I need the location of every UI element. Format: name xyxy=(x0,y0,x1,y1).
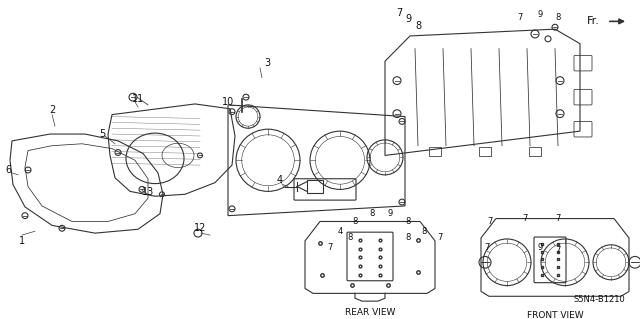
Text: 12: 12 xyxy=(194,223,206,233)
Text: 4: 4 xyxy=(277,175,283,185)
Text: S5N4-B1210: S5N4-B1210 xyxy=(573,295,625,304)
Text: 8: 8 xyxy=(405,217,411,226)
Text: 8: 8 xyxy=(415,21,421,31)
Text: 8: 8 xyxy=(352,217,358,226)
Text: REAR VIEW: REAR VIEW xyxy=(345,308,395,317)
Text: 7: 7 xyxy=(484,243,490,252)
Text: 8: 8 xyxy=(405,234,411,242)
Text: 5: 5 xyxy=(99,129,105,139)
Text: 11: 11 xyxy=(132,94,144,104)
Bar xyxy=(429,147,441,156)
Text: 7: 7 xyxy=(327,243,333,252)
Bar xyxy=(307,180,323,193)
Text: 7: 7 xyxy=(556,214,561,223)
Text: 7: 7 xyxy=(522,214,528,223)
Text: 7: 7 xyxy=(517,13,523,22)
Text: 2: 2 xyxy=(49,105,55,115)
Text: 8: 8 xyxy=(556,13,561,22)
Text: 7: 7 xyxy=(487,217,493,226)
Text: 7: 7 xyxy=(556,246,561,255)
Bar xyxy=(479,147,491,156)
Text: 7: 7 xyxy=(396,8,402,18)
Text: FRONT VIEW: FRONT VIEW xyxy=(527,311,583,319)
Text: 1: 1 xyxy=(19,236,25,246)
Text: 8: 8 xyxy=(369,209,374,218)
Text: 8: 8 xyxy=(421,227,427,236)
Bar xyxy=(529,147,541,156)
Text: 8: 8 xyxy=(348,234,353,242)
Text: 3: 3 xyxy=(264,58,270,68)
Text: 9: 9 xyxy=(538,10,543,19)
Text: Fr.: Fr. xyxy=(587,16,600,26)
Text: 9: 9 xyxy=(405,14,411,25)
Text: 7: 7 xyxy=(437,234,443,242)
Text: 9: 9 xyxy=(538,243,543,252)
Text: 6: 6 xyxy=(5,165,11,175)
Text: 9: 9 xyxy=(387,209,392,218)
Text: 4: 4 xyxy=(337,227,342,236)
Text: 13: 13 xyxy=(142,187,154,197)
Text: 10: 10 xyxy=(222,97,234,107)
